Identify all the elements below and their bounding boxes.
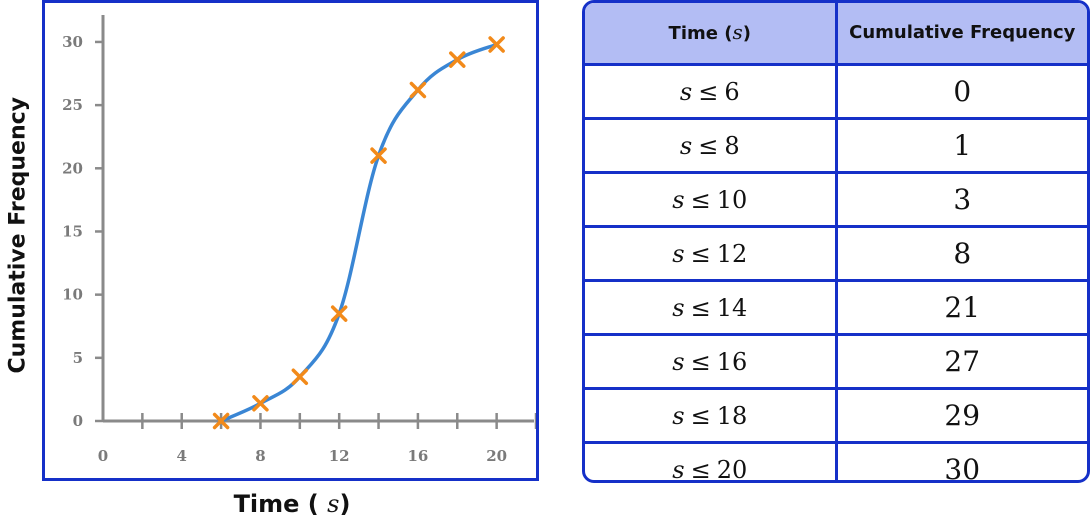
condition-variable: s bbox=[679, 77, 693, 106]
header-cumulative-frequency: Cumulative Frequency bbox=[834, 3, 1087, 66]
time-condition-cell: s ≤12 bbox=[585, 225, 838, 282]
data-point-marker bbox=[370, 147, 387, 164]
x-tick-label: 16 bbox=[407, 447, 428, 465]
cumulative-frequency-cell: 0 bbox=[834, 63, 1087, 120]
time-condition-cell: s ≤14 bbox=[585, 279, 838, 336]
marker-stroke bbox=[212, 412, 230, 430]
cumulative-frequency-cell: 30 bbox=[834, 441, 1087, 480]
x-tick-label: 4 bbox=[177, 447, 187, 465]
y-tick-label: 5 bbox=[73, 349, 83, 367]
condition-operator: ≤ bbox=[690, 455, 711, 483]
condition-operator: ≤ bbox=[698, 77, 719, 106]
data-point-marker bbox=[291, 368, 309, 386]
x-tick-label: 0 bbox=[98, 447, 108, 465]
condition-variable: s bbox=[672, 455, 685, 483]
condition-operator: ≤ bbox=[690, 185, 711, 214]
header-time-variable: s bbox=[732, 20, 743, 44]
condition-bound: 6 bbox=[724, 77, 740, 106]
chart-frame: 0 5 10 15 20 25 30 0 4 8 12 16 20 bbox=[42, 0, 539, 481]
cumulative-frequency-cell: 29 bbox=[834, 387, 1087, 444]
time-condition-cell: s ≤16 bbox=[585, 333, 838, 390]
time-condition-cell: s ≤8 bbox=[585, 117, 838, 174]
marker-stroke bbox=[449, 51, 466, 68]
data-point-marker bbox=[409, 81, 427, 99]
frequency-table-grid: Time (s) Cumulative Frequency s ≤6 0 s ≤8 1 s ≤… bbox=[585, 3, 1087, 483]
y-axis-label: Cumulative Frequency bbox=[5, 96, 31, 374]
marker-stroke bbox=[488, 36, 505, 53]
y-tick-label: 20 bbox=[62, 159, 83, 177]
condition-variable: s bbox=[672, 293, 685, 322]
condition-variable: s bbox=[679, 131, 693, 160]
table-row: s ≤8 1 bbox=[585, 117, 1087, 174]
marker-stroke bbox=[252, 395, 269, 412]
data-point-marker bbox=[252, 395, 269, 412]
y-tick-label: 10 bbox=[62, 286, 83, 304]
marker-stroke bbox=[291, 368, 309, 386]
cumulative-frequency-curve bbox=[219, 42, 499, 423]
time-condition-cell: s ≤10 bbox=[585, 171, 838, 228]
header-time-text: Time ( bbox=[668, 23, 733, 44]
data-point-marker bbox=[330, 305, 348, 322]
data-point-marker bbox=[449, 51, 466, 68]
table-header-row: Time (s) Cumulative Frequency bbox=[585, 3, 1087, 66]
x-tick-label: 8 bbox=[255, 447, 265, 465]
condition-bound: 12 bbox=[716, 239, 748, 268]
table-row: s ≤14 21 bbox=[585, 279, 1087, 336]
condition-bound: 20 bbox=[716, 455, 748, 483]
data-point-marker bbox=[212, 412, 230, 430]
y-tick-label: 25 bbox=[62, 96, 83, 114]
marker-stroke bbox=[370, 147, 387, 164]
condition-operator: ≤ bbox=[690, 401, 711, 430]
condition-variable: s bbox=[672, 185, 685, 214]
condition-operator: ≤ bbox=[698, 131, 719, 160]
table-row: s ≤12 8 bbox=[585, 225, 1087, 282]
condition-bound: 18 bbox=[716, 401, 748, 430]
condition-variable: s bbox=[672, 239, 685, 268]
header-time: Time (s) bbox=[585, 3, 838, 66]
condition-bound: 16 bbox=[716, 347, 748, 376]
cumulative-frequency-cell: 1 bbox=[834, 117, 1087, 174]
time-condition-cell: s ≤20 bbox=[585, 441, 838, 483]
time-condition-cell: s ≤18 bbox=[585, 387, 838, 444]
time-condition-cell: s ≤6 bbox=[585, 63, 838, 120]
table-body: s ≤6 0 s ≤8 1 s ≤10 3 s ≤12 8 s ≤14 21 s ≤16 27 s ≤18 29 s ≤20… bbox=[585, 63, 1087, 483]
table-row: s ≤6 0 bbox=[585, 63, 1087, 120]
y-tick-label: 0 bbox=[73, 412, 83, 430]
condition-operator: ≤ bbox=[690, 293, 711, 322]
frequency-table: Time (s) Cumulative Frequency s ≤6 0 s ≤8 1 s ≤… bbox=[582, 0, 1090, 483]
cumulative-frequency-cell: 21 bbox=[834, 279, 1087, 336]
marker-stroke bbox=[409, 81, 427, 99]
x-axis-label-variable: s bbox=[327, 490, 340, 518]
marker-stroke bbox=[330, 305, 348, 322]
x-tick-label: 12 bbox=[329, 447, 350, 465]
table-row: s ≤20 30 bbox=[585, 441, 1087, 483]
cumulative-frequency-cell: 3 bbox=[834, 171, 1087, 228]
data-point-marker bbox=[488, 36, 505, 53]
x-tick-label: 20 bbox=[486, 447, 507, 465]
x-axis-label-text: Time ( bbox=[233, 490, 319, 518]
condition-bound: 10 bbox=[716, 185, 748, 214]
condition-variable: s bbox=[672, 347, 685, 376]
cumulative-frequency-cell: 8 bbox=[834, 225, 1087, 282]
condition-operator: ≤ bbox=[690, 347, 711, 376]
condition-bound: 14 bbox=[716, 293, 748, 322]
y-tick-label: 30 bbox=[62, 33, 83, 51]
condition-variable: s bbox=[672, 401, 685, 430]
condition-operator: ≤ bbox=[690, 239, 711, 268]
header-time-close: ) bbox=[742, 23, 751, 44]
condition-bound: 8 bbox=[724, 131, 740, 160]
cumulative-frequency-cell: 27 bbox=[834, 333, 1087, 390]
table-row: s ≤10 3 bbox=[585, 171, 1087, 228]
x-axis-label-close: ) bbox=[339, 490, 351, 518]
x-axis-label: Time ( s) bbox=[0, 490, 584, 518]
table-row: s ≤18 29 bbox=[585, 387, 1087, 444]
chart-plot: 0 5 10 15 20 25 30 0 4 8 12 16 20 bbox=[62, 15, 536, 465]
table-row: s ≤16 27 bbox=[585, 333, 1087, 390]
y-tick-label: 15 bbox=[62, 222, 83, 240]
